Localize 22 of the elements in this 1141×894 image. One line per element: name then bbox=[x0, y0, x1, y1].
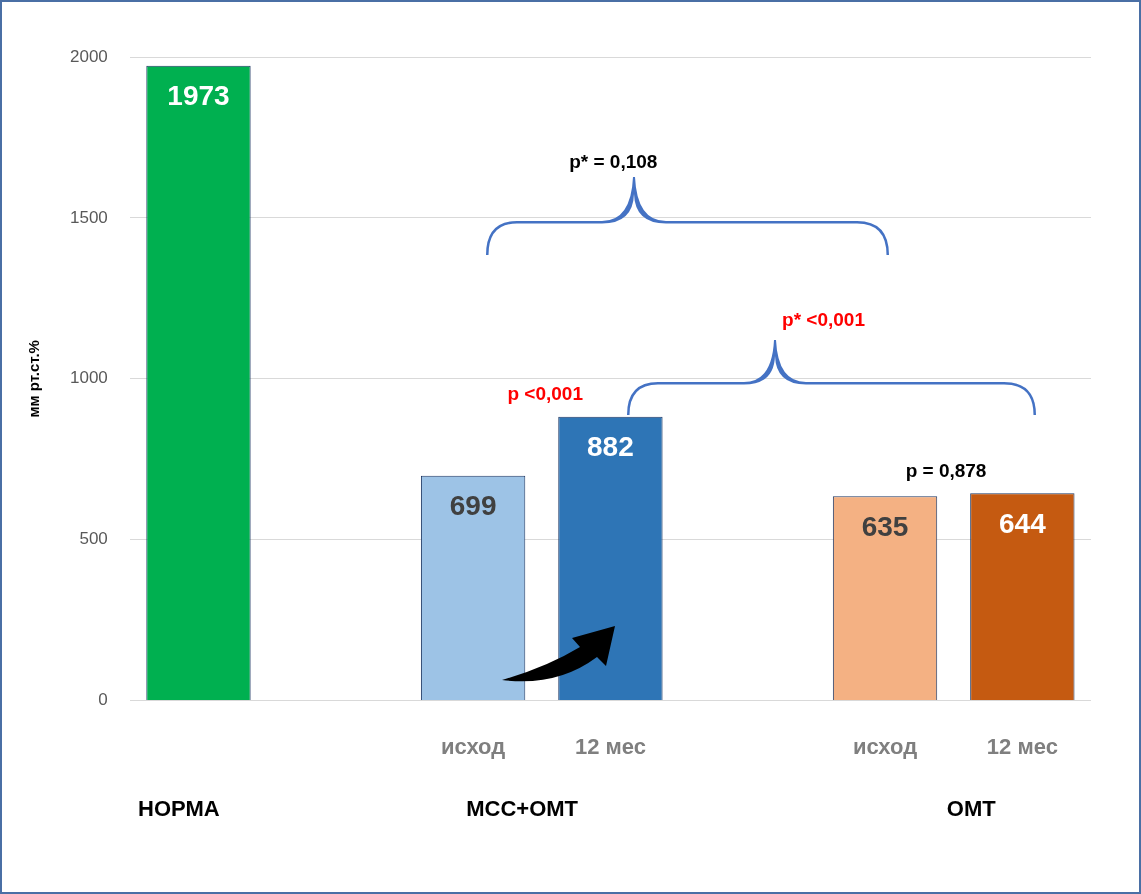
data-label: 635 bbox=[861, 510, 909, 542]
y-tick-label: 500 bbox=[79, 529, 108, 549]
x-tick-label: исход bbox=[440, 733, 506, 759]
y-tick-label: 0 bbox=[98, 690, 108, 710]
x-tick-label: исход bbox=[852, 733, 918, 759]
data-label: 644 bbox=[998, 508, 1047, 540]
text: НОРМА bbox=[138, 795, 220, 821]
y-tick-label: 1500 bbox=[69, 207, 108, 227]
annotation: p* <0,001 bbox=[782, 308, 866, 330]
text: ОМТ bbox=[946, 795, 997, 821]
y-tick-label: 1000 bbox=[69, 368, 108, 388]
text: МСС+ОМТ bbox=[466, 795, 579, 821]
annotation: p = 0,878 bbox=[905, 459, 987, 481]
data-label: 882 bbox=[587, 431, 634, 463]
x-tick-label: 12 мес bbox=[574, 733, 646, 759]
x-tick-label: 12 мес bbox=[986, 733, 1058, 759]
annotation: p <0,001 bbox=[507, 382, 584, 404]
annotation: p* = 0,108 bbox=[569, 151, 658, 173]
data-label: 1973 bbox=[167, 80, 230, 112]
y-axis-title: мм рт.ст.% bbox=[25, 340, 43, 418]
data-label: 699 bbox=[449, 490, 497, 522]
y-tick-label: 2000 bbox=[69, 46, 108, 66]
